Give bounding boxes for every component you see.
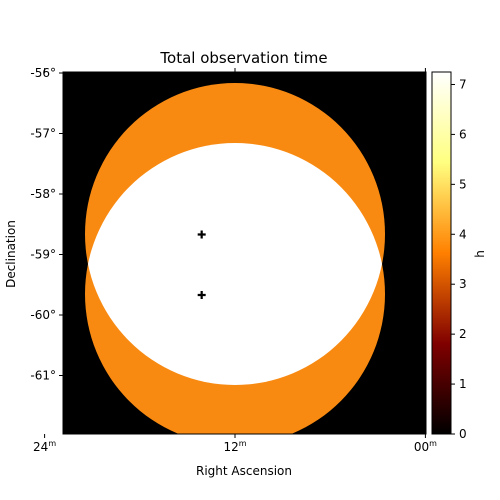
y-tick-label: -56°: [30, 66, 56, 80]
colorbar-tick-label: 2: [459, 327, 467, 341]
colorbar-tick-label: 1: [459, 377, 467, 391]
colorbar-tick-label: 4: [459, 227, 467, 241]
x-tick-label: 24m: [33, 439, 56, 454]
colorbar-tick-label: 6: [459, 127, 467, 141]
colorbar-ticks: 0 1 2 3 4 5 6 7: [451, 77, 467, 441]
pointing-marker: [197, 291, 206, 300]
y-tick-label: -58°: [30, 187, 56, 201]
sky-map: [63, 72, 426, 434]
colorbar: [431, 71, 452, 435]
colorbar-tick-label: 5: [459, 177, 467, 191]
chart-title: Total observation time: [159, 49, 327, 67]
x-axis-ticks: 15h36m24m12m00m14h48m: [33, 68, 437, 454]
y-axis-ticks: -56° -57° -58° -59° -60° -61°: [30, 66, 63, 383]
x-axis-label: Right Ascension: [196, 464, 292, 478]
plot-frame: [62, 71, 427, 435]
pointing-marker: [197, 230, 206, 239]
y-tick-label: -59°: [30, 248, 56, 262]
colorbar-label: h: [473, 250, 487, 258]
y-tick-label: -60°: [30, 308, 56, 322]
y-axis-label: Declination: [4, 220, 18, 288]
colorbar-tick-label: 3: [459, 277, 467, 291]
x-tick-label: 12m: [223, 439, 246, 454]
colorbar-tick-label: 7: [459, 77, 467, 91]
pointing-markers: [197, 230, 206, 300]
x-tick-label: 00m: [414, 439, 437, 454]
colorbar-tick-label: 0: [459, 427, 467, 441]
y-tick-label: -61°: [30, 369, 56, 383]
y-tick-label: -57°: [30, 127, 56, 141]
